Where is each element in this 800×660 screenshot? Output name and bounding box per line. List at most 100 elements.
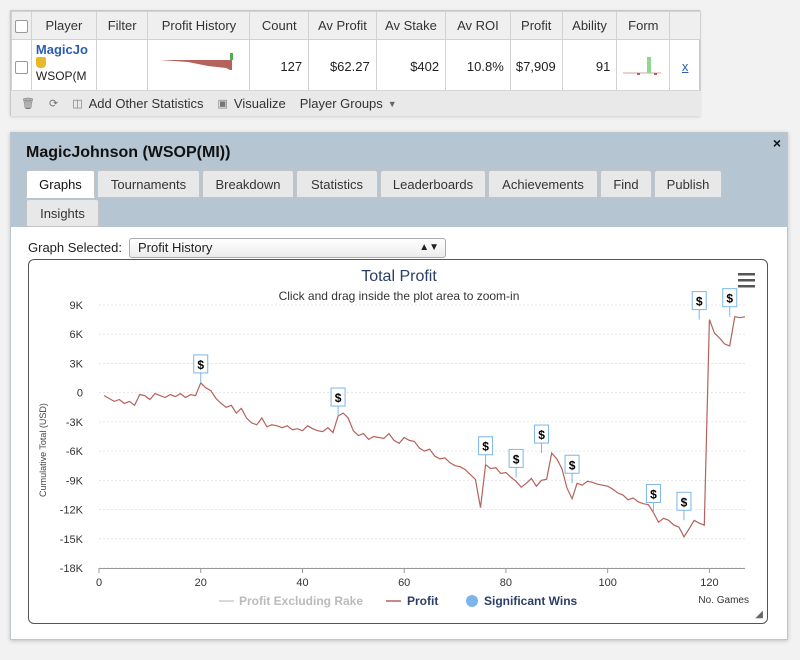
y-tick-label: -3K	[66, 417, 84, 429]
form-cell	[616, 39, 671, 93]
significant-wins-layer: $ $ $ $ $ $ $ $ $ $	[193, 288, 738, 521]
header-ability[interactable]: Ability	[561, 11, 618, 40]
legend-significant-wins[interactable]: Significant Wins	[484, 594, 578, 608]
header-form[interactable]: Form	[616, 11, 671, 40]
trash-icon[interactable]: 🗑	[21, 98, 35, 110]
window-title: MagicJohnson (WSOP(MI))	[26, 144, 231, 161]
tab-breakdown[interactable]: Breakdown	[202, 170, 294, 198]
trophy-icon	[35, 57, 46, 68]
tab-statistics[interactable]: Statistics	[296, 170, 378, 198]
results-table: Player Filter Profit History Count Av Pr…	[11, 11, 701, 93]
significant-win-flag: $	[691, 291, 707, 320]
table-header-row: Player Filter Profit History Count Av Pr…	[11, 11, 701, 40]
tab-insights[interactable]: Insights	[26, 199, 99, 227]
y-tick-label: 9K	[70, 300, 84, 312]
y-axis-label: Cumulative Total (USD)	[38, 403, 48, 497]
resize-handle-icon[interactable]: ◢	[755, 609, 763, 620]
chevron-down-icon: ▼	[387, 98, 397, 109]
window-header: MagicJohnson (WSOP(MI)) × Graphs Tournam…	[11, 133, 787, 227]
graph-select-dropdown[interactable]: Profit History ▲▼	[129, 238, 446, 258]
menu-icon[interactable]	[738, 273, 755, 288]
significant-win-flag: $	[534, 424, 550, 454]
chart-svg[interactable]: Total Profit Click and drag inside the p…	[29, 260, 769, 625]
significant-win-flag: $	[193, 354, 209, 383]
flag-box	[691, 291, 707, 311]
visualize-button[interactable]: ▣ Visualize	[217, 96, 285, 111]
significant-win-flag: $	[722, 288, 738, 317]
header-remove	[669, 11, 701, 40]
y-tick-label: -18K	[60, 563, 84, 575]
significant-win-flag: $	[676, 491, 692, 521]
significant-win-flag: $	[508, 448, 524, 478]
header-count[interactable]: Count	[249, 11, 310, 40]
row-checkbox-cell[interactable]	[11, 39, 32, 93]
header-av-roi[interactable]: Av ROI	[445, 11, 511, 40]
significant-win-flag: $	[478, 436, 494, 465]
header-profit-history[interactable]: Profit History	[147, 11, 251, 40]
header-player[interactable]: Player	[30, 11, 97, 40]
header-profit[interactable]: Profit	[509, 11, 563, 40]
tab-leaderboards[interactable]: Leaderboards	[380, 170, 486, 198]
x-tick-label: 60	[398, 577, 410, 589]
flag-box	[564, 454, 580, 474]
y-tick-label: -15K	[60, 534, 84, 546]
legend-significant-wins-swatch	[466, 595, 478, 607]
legend-profit[interactable]: Profit	[407, 594, 438, 608]
form-sparkline	[623, 57, 662, 75]
dollar-icon: $	[482, 440, 489, 454]
significant-win-flag: $	[645, 483, 661, 513]
profit-history-sparkline	[160, 53, 234, 70]
image-icon: ▣	[217, 98, 228, 110]
profit-chart[interactable]: Total Profit Click and drag inside the p…	[28, 259, 768, 624]
chart-title: Total Profit	[361, 268, 437, 285]
x-tick-label: 0	[96, 577, 102, 589]
player-name-link[interactable]: MagicJo	[35, 42, 88, 57]
select-all-checkbox[interactable]	[14, 20, 28, 34]
header-filter[interactable]: Filter	[95, 11, 149, 40]
profit-cell: $7,909	[509, 39, 563, 93]
av-profit-cell: $62.27	[308, 39, 377, 93]
tab-achievements[interactable]: Achievements	[488, 170, 598, 198]
dollar-icon: $	[569, 458, 576, 472]
x-tick-label: 20	[195, 577, 207, 589]
add-statistics-label: Add Other Statistics	[88, 96, 204, 111]
table-row: MagicJo WSOP(M 127 $62.27 $402 10.8% $7,…	[11, 39, 701, 93]
x-tick-label: 120	[700, 577, 718, 589]
player-cell: MagicJo WSOP(M	[30, 39, 97, 93]
significant-win-flag: $	[564, 454, 580, 484]
close-icon[interactable]: ×	[772, 135, 781, 151]
remove-player-link[interactable]: x	[681, 58, 689, 74]
y-tick-label: 3K	[70, 358, 84, 370]
tab-tournaments[interactable]: Tournaments	[97, 170, 200, 198]
tick-layer: 9K 6K 3K 0 -3K -6K -9K -12K -15K -18K 0 20 40 60 80 100…	[60, 300, 719, 589]
player-network: WSOP(M	[35, 69, 87, 83]
tab-find[interactable]: Find	[600, 170, 652, 198]
filter-cell[interactable]	[95, 39, 149, 93]
row-checkbox[interactable]	[14, 60, 28, 74]
count-cell: 127	[249, 39, 310, 93]
profit-series-line	[103, 315, 746, 538]
y-tick-label: -12K	[60, 505, 84, 517]
refresh-icon[interactable]: ⟳	[48, 98, 59, 110]
profit-history-cell	[147, 39, 251, 93]
flag-box	[478, 436, 494, 456]
dollar-icon: $	[681, 495, 688, 509]
tab-graphs[interactable]: Graphs	[26, 170, 95, 198]
add-statistics-button[interactable]: ◫ Add Other Statistics	[72, 96, 203, 111]
flag-box	[722, 288, 738, 308]
legend-rake[interactable]: Profit Excluding Rake	[239, 594, 363, 608]
dollar-icon: $	[335, 391, 342, 405]
tab-publish[interactable]: Publish	[654, 170, 722, 198]
add-columns-icon: ◫	[72, 98, 83, 110]
header-av-stake[interactable]: Av Stake	[375, 11, 447, 40]
player-groups-label: Player Groups	[299, 96, 383, 111]
dollar-icon: $	[726, 292, 733, 306]
player-results-panel: Player Filter Profit History Count Av Pr…	[10, 10, 701, 116]
significant-win-flag: $	[330, 387, 346, 417]
chart-legend: Profit Excluding Rake Profit Significant…	[219, 594, 578, 608]
header-av-profit[interactable]: Av Profit	[308, 11, 377, 40]
player-groups-dropdown[interactable]: Player Groups ▼	[300, 96, 397, 111]
select-all-checkbox-cell[interactable]	[11, 11, 32, 40]
graph-selected-label: Graph Selected:	[28, 240, 122, 255]
select-arrows-icon: ▲▼	[419, 242, 439, 253]
